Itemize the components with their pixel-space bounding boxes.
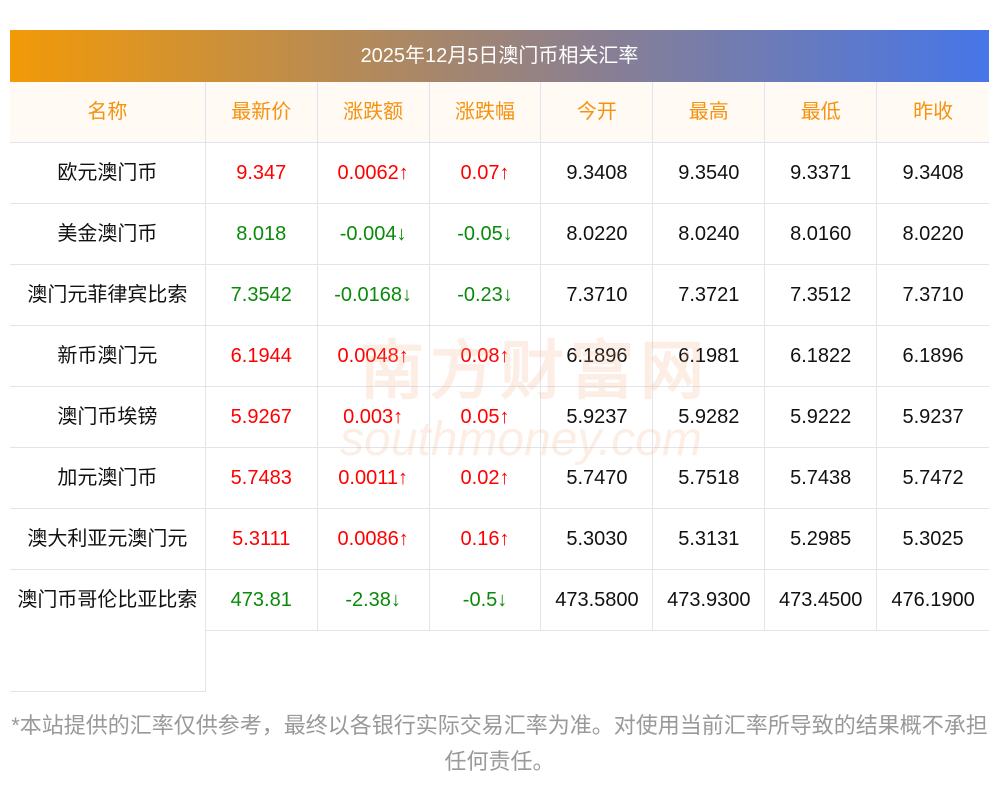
cell-low: 5.9222 (765, 387, 878, 448)
cell-open: 9.3408 (541, 143, 654, 204)
cell-pct: -0.05↓ (429, 204, 542, 265)
currency-pair-name: 澳门币埃镑 (10, 387, 206, 448)
cell-latest: 9.347 (205, 143, 318, 204)
cell-latest: 5.7483 (205, 448, 318, 509)
cell-low: 5.7438 (765, 448, 878, 509)
cell-change: -2.38↓ (317, 570, 430, 631)
cell-high: 6.1981 (653, 326, 766, 387)
cell-open: 5.3030 (541, 509, 654, 570)
cell-low: 8.0160 (765, 204, 878, 265)
cell-high: 5.3131 (653, 509, 766, 570)
cell-change: 0.0011↑ (317, 448, 430, 509)
cell-change: 0.003↑ (317, 387, 430, 448)
cell-prev: 476.1900 (877, 570, 990, 631)
cell-prev: 5.3025 (877, 509, 990, 570)
cell-latest: 8.018 (205, 204, 318, 265)
cell-change: -0.0168↓ (317, 265, 430, 326)
cell-pct: -0.5↓ (429, 570, 542, 631)
cell-open: 7.3710 (541, 265, 654, 326)
cell-change: 0.0086↑ (317, 509, 430, 570)
column-header: 最高 (653, 82, 766, 143)
cell-latest: 5.9267 (205, 387, 318, 448)
cell-pct: 0.02↑ (429, 448, 542, 509)
table-row: 澳门币哥伦比亚比索 473.81 -2.38↓ -0.5↓ 473.5800 473.93… (10, 570, 990, 692)
cell-prev: 7.3710 (877, 265, 990, 326)
cell-open: 473.5800 (541, 570, 654, 631)
cell-low: 6.1822 (765, 326, 878, 387)
cell-prev: 6.1896 (877, 326, 990, 387)
column-header: 涨跌幅 (429, 82, 542, 143)
currency-pair-name: 欧元澳门币 (10, 143, 206, 204)
cell-high: 7.3721 (653, 265, 766, 326)
exchange-rate-table: 名称 最新价 涨跌额 涨跌幅 今开 最高 最低 昨收 欧元澳门币 9.347 0.0062↑ 0.0… (10, 82, 990, 692)
column-header: 昨收 (877, 82, 990, 143)
cell-high: 9.3540 (653, 143, 766, 204)
cell-low: 5.2985 (765, 509, 878, 570)
cell-prev: 9.3408 (877, 143, 990, 204)
disclaimer-note: *本站提供的汇率仅供参考，最终以各银行实际交易汇率为准。对使用当前汇率所导致的结… (11, 713, 988, 774)
column-header: 名称 (10, 82, 206, 143)
cell-pct: 0.08↑ (429, 326, 542, 387)
cell-open: 5.9237 (541, 387, 654, 448)
cell-high: 5.7518 (653, 448, 766, 509)
table-row: 加元澳门币 5.7483 0.0011↑ 0.02↑ 5.7470 5.7518 5.743… (10, 448, 990, 509)
cell-pct: 0.07↑ (429, 143, 542, 204)
cell-low: 473.4500 (765, 570, 878, 631)
table-row: 欧元澳门币 9.347 0.0062↑ 0.07↑ 9.3408 9.3540 9.3371… (10, 143, 990, 204)
cell-open: 8.0220 (541, 204, 654, 265)
currency-pair-name: 加元澳门币 (10, 448, 206, 509)
cell-high: 8.0240 (653, 204, 766, 265)
table-row: 澳门币埃镑 5.9267 0.003↑ 0.05↑ 5.9237 5.9282 5.9222… (10, 387, 990, 448)
cell-change: 0.0048↑ (317, 326, 430, 387)
cell-high: 473.9300 (653, 570, 766, 631)
currency-pair-name: 澳门元菲律宾比索 (10, 265, 206, 326)
cell-low: 9.3371 (765, 143, 878, 204)
cell-open: 5.7470 (541, 448, 654, 509)
column-header: 涨跌额 (317, 82, 430, 143)
cell-pct: 0.05↑ (429, 387, 542, 448)
cell-prev: 5.9237 (877, 387, 990, 448)
table-row: 澳大利亚元澳门元 5.3111 0.0086↑ 0.16↑ 5.3030 5.3131 5.… (10, 509, 990, 570)
cell-open: 6.1896 (541, 326, 654, 387)
cell-change: 0.0062↑ (317, 143, 430, 204)
cell-low: 7.3512 (765, 265, 878, 326)
cell-latest: 6.1944 (205, 326, 318, 387)
column-header: 今开 (541, 82, 654, 143)
cell-latest: 473.81 (205, 570, 318, 631)
cell-change: -0.004↓ (317, 204, 430, 265)
column-header: 最低 (765, 82, 878, 143)
cell-high: 5.9282 (653, 387, 766, 448)
currency-pair-name: 美金澳门币 (10, 204, 206, 265)
table-header: 名称 最新价 涨跌额 涨跌幅 今开 最高 最低 昨收 (10, 82, 990, 143)
table-row: 新币澳门元 6.1944 0.0048↑ 0.08↑ 6.1896 6.1981 6.182… (10, 326, 990, 387)
cell-latest: 5.3111 (205, 509, 318, 570)
cell-pct: 0.16↑ (429, 509, 542, 570)
cell-prev: 5.7472 (877, 448, 990, 509)
cell-prev: 8.0220 (877, 204, 990, 265)
cell-pct: -0.23↓ (429, 265, 542, 326)
cell-latest: 7.3542 (205, 265, 318, 326)
currency-pair-name: 澳大利亚元澳门元 (10, 509, 206, 570)
table-row: 美金澳门币 8.018 -0.004↓ -0.05↓ 8.0220 8.0240 8.016… (10, 204, 990, 265)
table-title: 2025年12月5日澳门币相关汇率 (10, 30, 989, 82)
column-header: 最新价 (205, 82, 318, 143)
currency-pair-name: 新币澳门元 (10, 326, 206, 387)
currency-pair-name: 澳门币哥伦比亚比索 (10, 570, 206, 692)
table-row: 澳门元菲律宾比索 7.3542 -0.0168↓ -0.23↓ 7.3710 7.3721… (10, 265, 990, 326)
